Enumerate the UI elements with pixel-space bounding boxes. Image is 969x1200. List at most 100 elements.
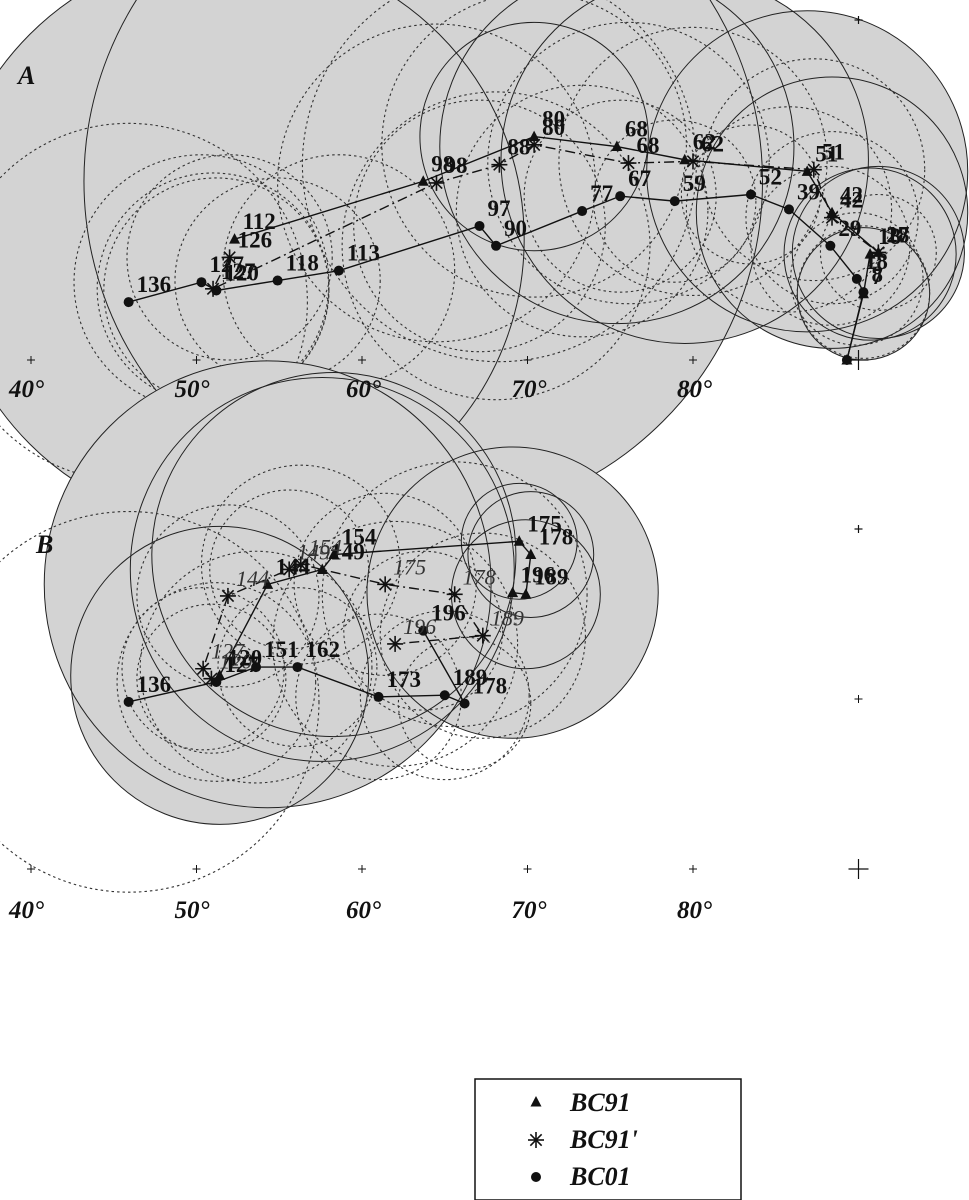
panel-a-bc91-label: 27 xyxy=(886,222,909,247)
panel-b-region-outline xyxy=(129,376,515,762)
panel-b-region-outline xyxy=(467,491,595,618)
panel-b-bc01-label: 196 xyxy=(431,601,466,626)
panel-a-region-dotted xyxy=(487,21,770,305)
panel-b-bc91-prime-label: 149 xyxy=(297,539,330,564)
panel-b-bc91-prime-marker xyxy=(292,556,309,573)
legend: BC91 BC91' BC01 xyxy=(474,1078,742,1200)
panel-a-bc01-label: 29 xyxy=(838,216,861,241)
panel-b-region-dotted xyxy=(321,461,588,728)
panel-a-tick-label: 40° xyxy=(8,376,44,403)
asterisk-stroke xyxy=(294,558,307,571)
panel-b-tick-label: 40° xyxy=(8,897,44,924)
panel-b-bc91-label: 196 xyxy=(521,563,556,588)
panel-b-tick-label: 80° xyxy=(677,897,712,924)
legend-symbol-asterisk xyxy=(528,1132,544,1148)
panel-a-region-dotted xyxy=(341,91,651,401)
legend-symbols xyxy=(528,1096,544,1182)
panel-b-bc01-marker xyxy=(292,662,303,673)
panel-a-region-dotted xyxy=(745,131,919,305)
panel-b-bc91-marker xyxy=(316,563,328,574)
panel-a-bc01-marker xyxy=(669,196,680,207)
panel-a-region-dotted xyxy=(593,119,757,283)
panel-a-bc91-label: 68 xyxy=(625,117,648,142)
panel-a-region-dotted xyxy=(819,193,937,311)
panel-a-region-dotted xyxy=(558,26,828,297)
panel-a-tick-label: 80° xyxy=(677,376,712,403)
panel-a-region-outline xyxy=(695,76,969,349)
panel-b-bc01-marker xyxy=(418,625,429,636)
panel-a-bc91-label: 51 xyxy=(815,141,838,166)
panel-b-bc91-prime-marker xyxy=(446,586,463,603)
panel-b-bc91-marker xyxy=(262,578,274,589)
panel-a-bc01-label: 18 xyxy=(865,249,888,274)
panel-b-bc01-label: 178 xyxy=(473,674,508,699)
panel-a-bc91-prime-line xyxy=(211,144,879,291)
panel-b-bc91-label: 189 xyxy=(534,564,569,589)
panel-b-tick-label: 50° xyxy=(175,897,210,924)
panel-b-bc91-marker xyxy=(520,588,532,599)
panel-b-bc91-marker xyxy=(507,586,519,598)
panel-b-tick-label: 70° xyxy=(512,897,547,924)
panel-b-bc01-label: 173 xyxy=(387,667,422,692)
panel-a-bc91-prime-marker xyxy=(526,136,543,153)
panel-b-bc91-prime-label: 175 xyxy=(393,554,426,579)
panel-a-bc01-label: 8 xyxy=(871,262,883,287)
asterisk-stroke xyxy=(448,588,461,601)
panel-a-bc91-marker xyxy=(229,233,241,244)
panel-b-region-outline xyxy=(70,525,370,825)
panel-b-bc91-prime-label: 196 xyxy=(403,614,436,639)
panel-b-region-dotted xyxy=(136,504,320,688)
panel-a-bc01-marker xyxy=(825,240,836,251)
panel-a-region-dotted xyxy=(685,106,893,313)
panel-b-bc91-prime-label: 144 xyxy=(236,566,269,591)
panel-a-bc01-marker xyxy=(745,189,756,200)
panel-b-bc91-label: 120 xyxy=(228,645,262,670)
legend-symbol-circle xyxy=(531,1172,541,1182)
asterisk-stroke xyxy=(223,251,236,264)
panel-a-bc01-marker xyxy=(474,220,485,231)
panel-b-bc91-label: 149 xyxy=(330,539,365,564)
panel-a-bc91-label: 42 xyxy=(840,183,863,208)
panel-a-bc01-label: 97 xyxy=(488,196,511,221)
panel-a-bc01-label: 120 xyxy=(224,260,258,285)
panel-a-region-outline xyxy=(419,21,649,252)
panel-a-bc01-marker xyxy=(783,204,794,215)
panel-b-tick-label: 60° xyxy=(346,897,381,924)
panel-a-bc91-label: 7 xyxy=(871,264,883,289)
panel-a-bc91-prime-label: 127 xyxy=(221,259,256,284)
panel-a-bc91-prime-marker xyxy=(428,174,445,191)
panel-b-bc01-label: 189 xyxy=(453,665,488,690)
panel-a-region-outline xyxy=(439,0,795,325)
panel-a-bc91-label: 98 xyxy=(431,151,454,176)
panel-b-bc91-prime-marker xyxy=(195,660,212,677)
panel-a-tick-label: 70° xyxy=(512,376,547,403)
data-marks xyxy=(123,130,887,709)
panel-b-region-dotted xyxy=(293,492,477,676)
asterisk-stroke xyxy=(527,138,541,152)
panel-b-bc01-marker xyxy=(459,698,470,709)
panel-b-region-outline xyxy=(151,372,517,738)
panel-b-bc91-prime-marker xyxy=(387,635,404,652)
panel-a-bc01-label: 118 xyxy=(286,251,319,276)
panel-a-bc01-marker xyxy=(491,240,502,251)
panel-a-region-dotted xyxy=(750,165,911,326)
panel-b-bc91-prime-marker xyxy=(281,561,298,578)
panel-b-bc91-label: 154 xyxy=(342,525,377,550)
panel-a-bc01-label: 136 xyxy=(137,272,172,297)
panel-a-tick-label: 60° xyxy=(346,376,381,403)
panel-a-bc01-label: 77 xyxy=(590,181,613,206)
panel-a-bc91-marker xyxy=(528,130,540,142)
asterisk-stroke xyxy=(807,163,821,176)
panel-a-bc01-line xyxy=(128,193,865,361)
panel-b-bc91-prime-marker xyxy=(474,627,491,644)
panel-b-bc91-label: 178 xyxy=(539,525,574,550)
panel-a-region-outline xyxy=(500,0,869,344)
confidence-regions xyxy=(0,0,969,893)
panel-a-bc01-label: 127 xyxy=(209,252,244,277)
panel-b-title: B xyxy=(35,530,53,559)
panel-b-region-dotted xyxy=(139,550,373,784)
panel-a-region-dotted xyxy=(796,225,931,359)
asterisk-stroke xyxy=(529,1133,543,1147)
